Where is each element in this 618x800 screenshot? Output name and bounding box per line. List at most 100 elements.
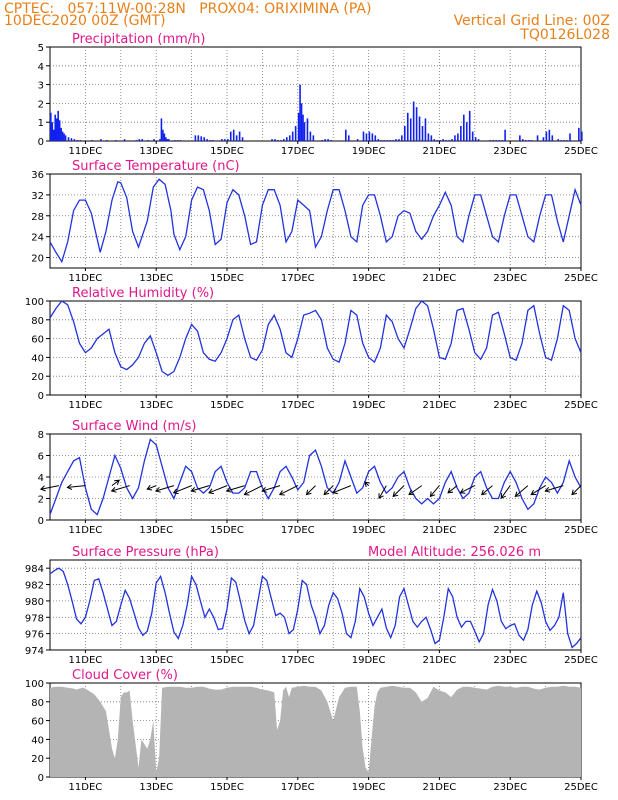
precip-bar bbox=[427, 133, 430, 141]
station-info: CPTEC: 057:11W-00:28N PROX04: ORIXIMINA … bbox=[4, 1, 372, 17]
precip-bar bbox=[197, 135, 200, 141]
series-line bbox=[49, 300, 582, 377]
precip-bar bbox=[235, 135, 238, 141]
y-tick-label: 6 bbox=[38, 452, 44, 463]
panel-frame bbox=[49, 433, 582, 521]
precip-bar bbox=[471, 131, 474, 141]
precip-bar bbox=[312, 135, 315, 141]
x-tick-label: 21DEC bbox=[423, 146, 457, 157]
x-tick-label: 17DEC bbox=[281, 525, 315, 536]
wind-vector bbox=[191, 485, 210, 492]
precip-bar bbox=[114, 140, 117, 141]
precip-bar bbox=[76, 140, 79, 141]
precip-bar bbox=[209, 140, 211, 141]
panel-frame bbox=[49, 46, 582, 142]
wind-arrowhead bbox=[447, 487, 454, 494]
precip-bar bbox=[415, 107, 418, 141]
precip-bar bbox=[147, 140, 149, 141]
x-tick-label: 15DEC bbox=[210, 273, 244, 284]
run-date: 10DEC2020 00Z (GMT) bbox=[4, 13, 166, 29]
y-tick-label: 80 bbox=[31, 316, 44, 327]
wind-arrowhead bbox=[571, 489, 578, 496]
wind-vector bbox=[514, 485, 529, 497]
precip-bar bbox=[557, 139, 559, 141]
x-tick-label: 23DEC bbox=[493, 655, 527, 666]
wind-arrowhead bbox=[364, 481, 371, 488]
wind-vector bbox=[147, 485, 157, 490]
precip-bar bbox=[91, 140, 93, 141]
precip-bar bbox=[123, 139, 126, 141]
precip-bar bbox=[176, 140, 179, 141]
y-tick-label: 28 bbox=[31, 212, 44, 223]
precip-bar bbox=[100, 139, 102, 141]
wind-vector bbox=[530, 485, 546, 496]
wind-arrowhead bbox=[544, 486, 551, 493]
precip-bar bbox=[439, 140, 441, 141]
wind-vector bbox=[244, 485, 263, 496]
wind-arrowhead bbox=[154, 486, 161, 493]
precip-bar bbox=[168, 139, 170, 141]
precip-bar bbox=[530, 140, 533, 141]
precip-bar bbox=[238, 131, 241, 141]
precip-bar bbox=[141, 139, 144, 141]
wind-arrowhead bbox=[530, 489, 537, 496]
precip-bar bbox=[581, 131, 583, 141]
wind-vector bbox=[392, 485, 405, 497]
precip-bar bbox=[465, 122, 468, 141]
precip-bar bbox=[424, 118, 427, 141]
precip-bar bbox=[404, 125, 406, 141]
precip-bar bbox=[159, 139, 161, 141]
wind-arrowhead bbox=[459, 488, 466, 494]
precip-bar bbox=[504, 129, 506, 141]
wind-vector bbox=[173, 485, 192, 494]
panel-title: Precipitation (mm/h) bbox=[72, 32, 205, 47]
precip-bar bbox=[79, 140, 82, 141]
precip-bar bbox=[330, 140, 332, 141]
y-tick-label: 0 bbox=[38, 516, 44, 527]
series-line bbox=[49, 178, 582, 264]
wind-vector bbox=[67, 485, 86, 488]
x-tick-label: 11DEC bbox=[69, 525, 103, 536]
precip-bar bbox=[474, 137, 477, 141]
x-tick-label: 25DEC bbox=[564, 525, 598, 536]
wind-vector bbox=[481, 485, 493, 495]
precip-bar bbox=[401, 135, 403, 141]
precip-bar bbox=[345, 129, 347, 141]
precip-bar bbox=[560, 140, 562, 141]
wind-vector bbox=[545, 485, 564, 492]
precip-bar bbox=[383, 140, 385, 141]
precip-bar bbox=[58, 120, 61, 141]
x-tick-label: 21DEC bbox=[423, 655, 457, 666]
x-tick-label: 11DEC bbox=[69, 655, 103, 666]
x-tick-label: 15DEC bbox=[210, 400, 244, 411]
y-tick-label: 1 bbox=[38, 118, 44, 129]
y-tick-label: 5 bbox=[38, 43, 44, 54]
precip-bar bbox=[477, 139, 480, 141]
precip-bar bbox=[303, 122, 306, 141]
precip-bar bbox=[374, 135, 377, 141]
wind-vector bbox=[323, 485, 334, 495]
y-tick-label: 20 bbox=[31, 372, 44, 383]
precip-bar bbox=[200, 136, 203, 141]
wind-vector bbox=[500, 485, 511, 499]
wind-vector bbox=[111, 479, 120, 487]
precip-bar bbox=[67, 137, 70, 141]
precip-bar bbox=[519, 135, 521, 141]
wind-arrowhead bbox=[480, 489, 487, 496]
wind-vector bbox=[408, 485, 422, 496]
x-tick-label: 19DEC bbox=[352, 273, 386, 284]
x-tick-label: 21DEC bbox=[423, 400, 457, 411]
precip-bar bbox=[386, 140, 388, 141]
wind-vector bbox=[460, 485, 476, 494]
wind-arrowhead bbox=[261, 486, 268, 493]
x-tick-label: 21DEC bbox=[423, 525, 457, 536]
panel-title: Relative Humidity (%) bbox=[72, 286, 214, 301]
x-tick-label: 17DEC bbox=[281, 273, 315, 284]
precip-bar bbox=[61, 131, 64, 141]
wind-arrowhead bbox=[408, 489, 415, 496]
precip-bar bbox=[362, 131, 365, 141]
x-tick-label: 25DEC bbox=[564, 782, 598, 793]
precip-bar bbox=[288, 135, 291, 141]
y-tick-label: 4 bbox=[38, 62, 44, 73]
